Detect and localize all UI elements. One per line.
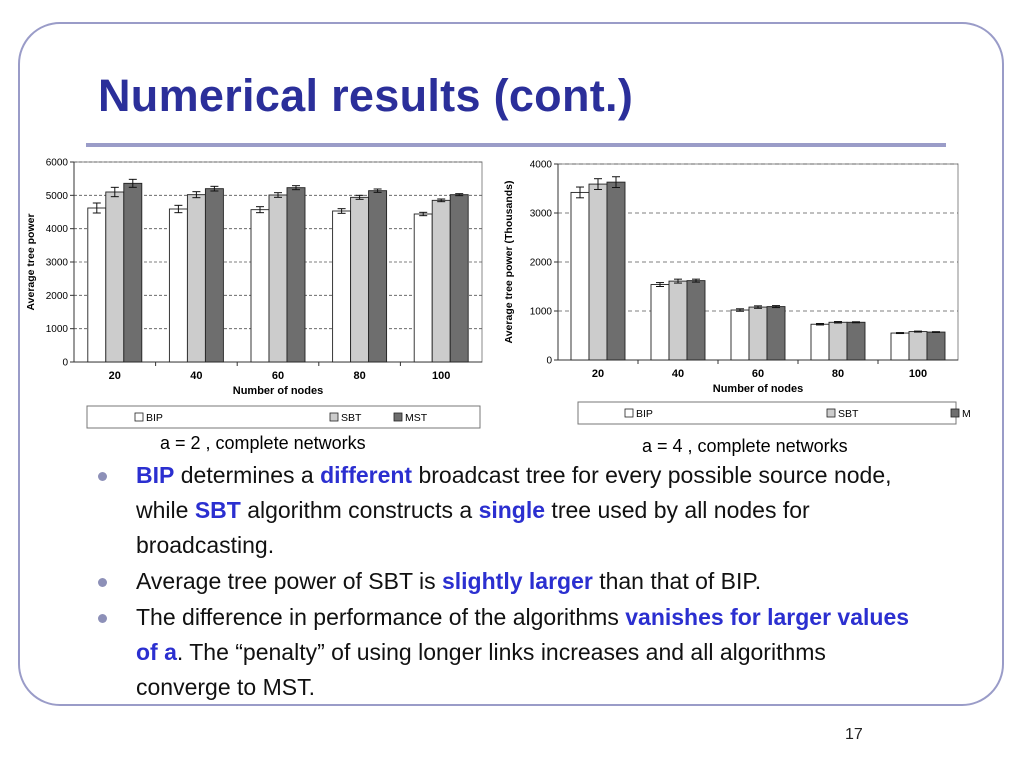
- bar-mst: [846, 321, 866, 361]
- bar-mst: [123, 182, 143, 363]
- bar-sbt: [268, 194, 288, 363]
- bar-sbt: [105, 191, 125, 363]
- x-axis-label: Number of nodes: [713, 383, 803, 395]
- bar-mst: [286, 187, 306, 363]
- legend-swatch: [950, 408, 960, 418]
- legend-swatch: [624, 408, 634, 418]
- bar-bip: [650, 284, 670, 361]
- legend-swatch: [329, 412, 339, 422]
- legend-swatch: [134, 412, 144, 422]
- bullet-text: broadcast tree for every possible source…: [136, 462, 892, 523]
- bar-mst: [926, 331, 946, 361]
- legend-label: BIP: [636, 408, 653, 420]
- bar-sbt: [828, 321, 848, 361]
- bullet-text: algorithm constructs a: [240, 497, 479, 523]
- bar-bip: [250, 209, 270, 363]
- y-tick-label: 4000: [530, 160, 553, 171]
- y-axis-label: Average tree power (Thousands): [503, 181, 515, 344]
- bar-bip: [332, 210, 352, 363]
- legend-swatch: [826, 408, 836, 418]
- slide-frame: [18, 22, 1004, 706]
- bullet-dot-icon: [98, 614, 107, 623]
- bar-bip: [570, 191, 590, 361]
- page-number: 17: [845, 726, 863, 743]
- bar-mst: [449, 194, 469, 363]
- bar-sbt: [431, 199, 451, 363]
- chart-a4: 0 1000 2000 3000 4000 20 40 60 80 100 Number of no…: [503, 160, 970, 425]
- legend-label: SBT: [341, 412, 362, 424]
- legend-label: MST: [962, 408, 970, 420]
- bar-sbt: [748, 306, 768, 361]
- bullet-dot-icon: [98, 578, 107, 587]
- bullet-text: tree used by all nodes for broadcasting.: [136, 497, 810, 558]
- legend-swatch: [393, 412, 403, 422]
- y-tick-label: 4000: [46, 224, 69, 235]
- x-tick-label: 80: [353, 370, 365, 382]
- bar-bip: [87, 207, 107, 363]
- legend-box: [577, 401, 957, 425]
- y-tick-label: 6000: [46, 158, 69, 169]
- slide-title: Numerical results (cont.): [98, 70, 634, 121]
- x-tick-label: 60: [752, 368, 764, 380]
- y-tick-label: 3000: [46, 258, 69, 269]
- bullet-dot-icon: [98, 472, 107, 481]
- bullet-text: . The “penalty” of using longer links in…: [136, 639, 826, 700]
- x-axis-label: Number of nodes: [233, 385, 323, 397]
- bullet-item: Average tree power of SBT is slightly la…: [96, 564, 916, 599]
- y-tick-label: 3000: [530, 209, 553, 220]
- bullet-highlight: single: [478, 497, 546, 523]
- bullet-item: The difference in performance of the alg…: [96, 600, 916, 705]
- x-tick-label: 60: [272, 370, 284, 382]
- y-tick-label: 2000: [46, 291, 69, 302]
- bar-bip: [890, 332, 910, 361]
- bullet-text: than that of BIP.: [592, 568, 762, 594]
- bullet-highlight: SBT: [194, 497, 241, 523]
- bullet-text: The difference in performance of the alg…: [136, 604, 626, 630]
- title-rule: [86, 143, 946, 147]
- bar-mst: [204, 188, 224, 363]
- chart-a2: 0 1000 2000 3000 4000 5000 6000 20 40 60 80 100 Numb…: [25, 158, 483, 429]
- bar-mst: [606, 181, 626, 361]
- bullet-highlight: different: [320, 462, 413, 488]
- y-tick-label: 0: [62, 358, 68, 369]
- bar-bip: [730, 309, 750, 361]
- bar-bip: [810, 323, 830, 361]
- bullet-list: BIP determines a different broadcast tre…: [96, 458, 916, 706]
- x-tick-label: 20: [592, 368, 604, 380]
- caption-a4: a = 4 , complete networks: [642, 436, 848, 456]
- y-tick-label: 1000: [530, 307, 553, 318]
- y-tick-label: 0: [546, 356, 552, 367]
- bar-bip: [168, 208, 188, 363]
- x-tick-label: 40: [672, 368, 684, 380]
- bullet-text: Average tree power of SBT is: [136, 568, 442, 594]
- x-tick-label: 100: [432, 370, 450, 382]
- bar-mst: [368, 190, 388, 363]
- bar-mst: [766, 306, 786, 361]
- x-tick-label: 40: [190, 370, 202, 382]
- legend-label: SBT: [838, 408, 859, 420]
- bar-mst: [686, 280, 706, 361]
- x-tick-label: 20: [109, 370, 121, 382]
- x-tick-label: 80: [832, 368, 844, 380]
- legend-label: MST: [405, 412, 428, 424]
- legend-box: [86, 405, 481, 429]
- bar-sbt: [186, 194, 206, 363]
- bar-bip: [413, 213, 433, 363]
- bar-sbt: [350, 196, 370, 363]
- y-tick-label: 1000: [46, 324, 69, 335]
- bullet-item: BIP determines a different broadcast tre…: [96, 458, 916, 563]
- bar-sbt: [588, 183, 608, 361]
- bullet-highlight: BIP: [136, 462, 175, 488]
- bullet-highlight: vanishes for larger values of a: [136, 604, 910, 665]
- bar-sbt: [908, 331, 928, 361]
- bullet-highlight: slightly larger: [441, 568, 593, 594]
- y-tick-label: 5000: [46, 191, 69, 202]
- caption-a2: a = 2 , complete networks: [160, 433, 366, 453]
- legend-label: BIP: [146, 412, 163, 424]
- y-tick-label: 2000: [530, 258, 553, 269]
- y-axis-label: Average tree power: [25, 213, 37, 310]
- bullet-text: determines a: [174, 462, 321, 488]
- x-tick-label: 100: [909, 368, 927, 380]
- bar-sbt: [668, 280, 688, 361]
